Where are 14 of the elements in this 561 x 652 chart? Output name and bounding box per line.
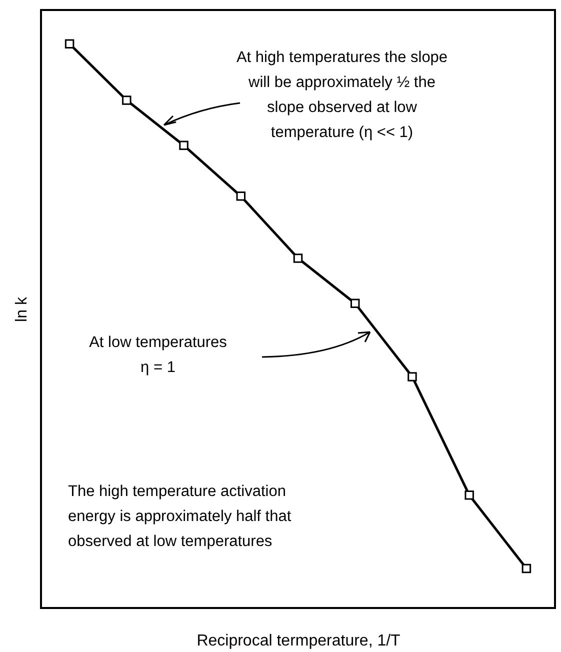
point <box>464 490 474 500</box>
x-axis-title: Reciprocal termperature, 1/T <box>196 632 401 650</box>
annotation: At low temperatures η = 1 <box>89 334 228 376</box>
annotation: The high temperature activation energy is approximately half that observed at low temperatures <box>68 483 292 550</box>
point <box>236 192 246 201</box>
point <box>122 96 132 105</box>
point <box>408 372 417 382</box>
y-axis-title: ln k <box>14 296 30 322</box>
point <box>350 298 360 308</box>
point <box>64 39 74 48</box>
point <box>179 140 188 150</box>
annotation: At high temperatures the slope will be approximately ½ the slope observed at low temperature (η << 1) <box>236 49 448 141</box>
point <box>522 564 532 574</box>
point <box>293 254 303 263</box>
